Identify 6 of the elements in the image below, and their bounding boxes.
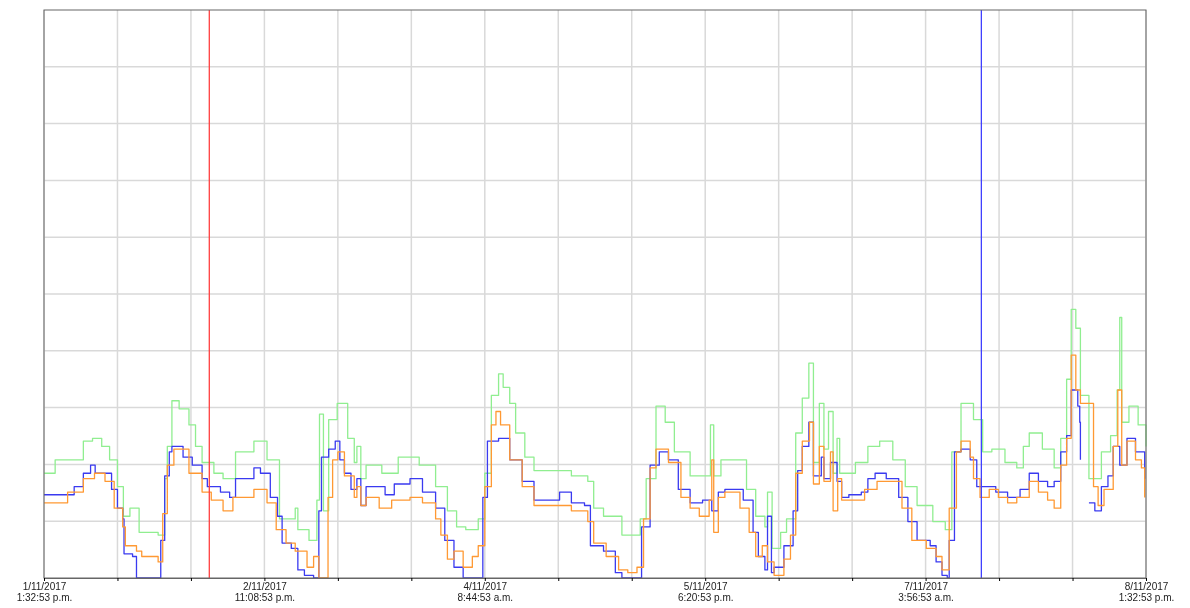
x-tick-label: 7/11/2017 3:56:53 a.m. [898,581,954,604]
x-tick-label: 8/11/2017 1:32:53 p.m. [1118,581,1175,604]
x-tick-label: 2/11/2017 11:08:53 p.m. [234,581,296,604]
x-tick-label: 5/11/2017 6:20:53 p.m. [677,581,734,604]
x-tick-label: 1/11/2017 1:32:53 p.m. [16,581,73,604]
x-tick-label: 4/11/2017 8:44:53 a.m. [457,581,514,604]
